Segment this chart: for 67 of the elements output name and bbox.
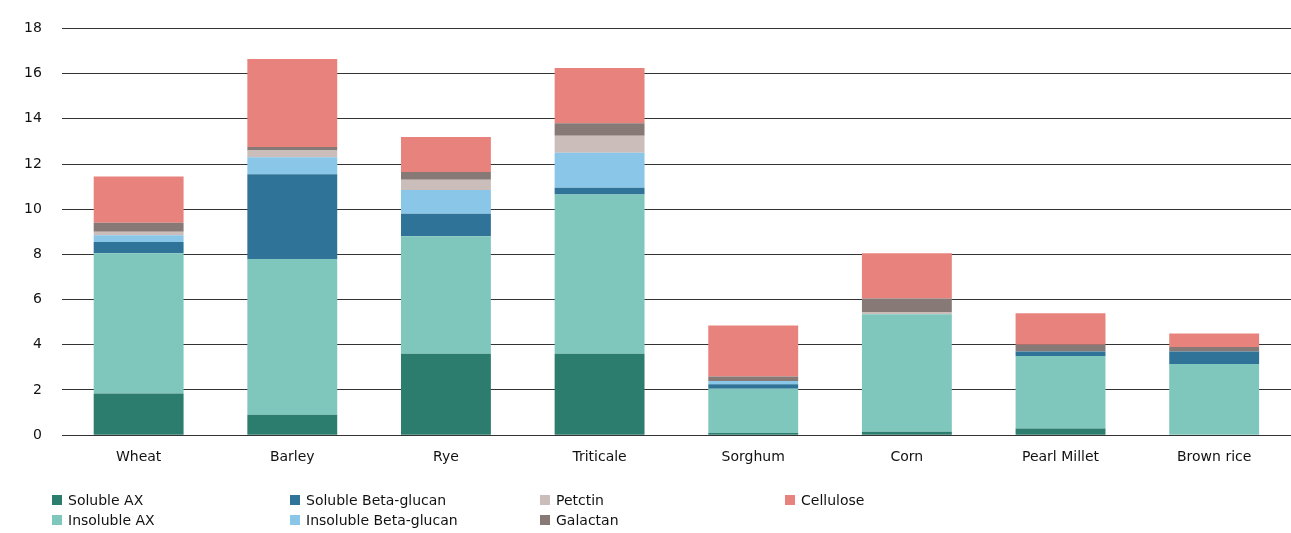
bar bbox=[554, 194, 645, 354]
bar bbox=[554, 67, 645, 124]
bar bbox=[1015, 313, 1106, 345]
bar bbox=[554, 135, 645, 153]
bar bbox=[247, 174, 338, 259]
x-tick-label: Barley bbox=[269, 448, 315, 465]
bar bbox=[247, 58, 338, 148]
bar bbox=[247, 258, 338, 415]
bar bbox=[400, 236, 491, 354]
x-tick-label: Sorghum bbox=[721, 448, 785, 465]
bar bbox=[247, 414, 338, 435]
y-tick-label: 14 bbox=[23, 109, 42, 126]
y-tick-label: 12 bbox=[23, 154, 42, 171]
y-tick-label: 18 bbox=[23, 19, 42, 36]
bar bbox=[708, 376, 799, 381]
bar bbox=[708, 325, 799, 377]
y-tick-label: 0 bbox=[32, 425, 42, 442]
bar bbox=[400, 136, 491, 172]
bar bbox=[861, 314, 952, 432]
bar bbox=[1015, 344, 1106, 352]
x-tick-label: Corn bbox=[890, 448, 924, 465]
bar bbox=[861, 298, 952, 313]
x-tick-label: Triticale bbox=[571, 448, 627, 465]
bar bbox=[93, 253, 184, 394]
bar bbox=[554, 187, 645, 195]
bar bbox=[1169, 351, 1260, 365]
bar bbox=[400, 353, 491, 435]
legend-label: Insoluble Beta-glucan bbox=[306, 512, 458, 528]
y-tick-label: 6 bbox=[32, 290, 42, 307]
legend-label: Cellulose bbox=[801, 492, 865, 508]
legend-label: Soluble AX bbox=[68, 492, 144, 508]
y-tick-label: 4 bbox=[32, 335, 42, 352]
bar bbox=[1015, 356, 1106, 429]
bar bbox=[554, 152, 645, 188]
bar bbox=[861, 431, 952, 435]
legend-label: Soluble Beta-glucan bbox=[306, 492, 447, 508]
bar bbox=[400, 179, 491, 190]
bar bbox=[554, 123, 645, 136]
bar bbox=[400, 171, 491, 180]
bar bbox=[708, 384, 799, 389]
bar bbox=[1169, 347, 1260, 352]
y-tick-label: 8 bbox=[32, 245, 42, 262]
x-tick-label: Pearl Millet bbox=[1021, 448, 1100, 465]
x-tick-label: Rye bbox=[433, 448, 459, 465]
bar bbox=[861, 253, 952, 299]
legend-label: Galactan bbox=[556, 512, 619, 528]
bar bbox=[247, 150, 338, 158]
bar bbox=[93, 393, 184, 435]
legend-label: Insoluble AX bbox=[68, 512, 155, 528]
x-tick-label: Brown rice bbox=[1177, 448, 1252, 465]
legend-label: Petctin bbox=[556, 492, 604, 508]
y-tick-label: 10 bbox=[23, 199, 42, 216]
bar bbox=[1015, 428, 1106, 435]
bar bbox=[93, 176, 184, 223]
y-tick-label: 16 bbox=[23, 64, 42, 81]
x-tick-label: Wheat bbox=[115, 448, 162, 465]
bar bbox=[400, 213, 491, 237]
bar bbox=[93, 241, 184, 254]
bar bbox=[708, 388, 799, 433]
bar bbox=[1169, 364, 1260, 435]
bar bbox=[93, 235, 184, 242]
bar bbox=[1169, 333, 1260, 348]
bar bbox=[93, 222, 184, 232]
bar bbox=[247, 157, 338, 175]
bar bbox=[400, 189, 491, 214]
bar bbox=[554, 353, 645, 435]
y-tick-label: 2 bbox=[32, 380, 42, 397]
